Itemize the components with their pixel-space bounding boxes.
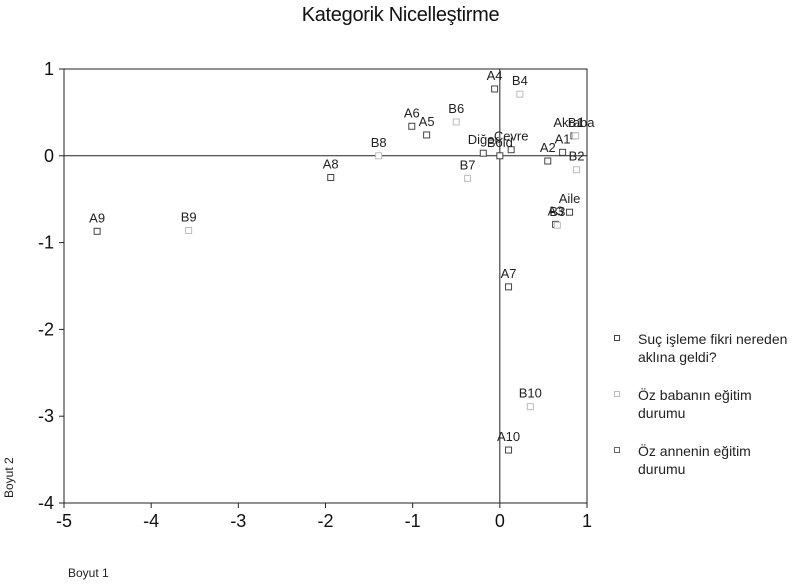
x-tick-label: -2 [317,511,333,531]
legend-label: Suç işleme fikri nereden aklına geldi? [638,331,788,365]
point-label: A9 [89,210,105,225]
data-point-a9 [93,227,101,235]
point-label: B9 [181,209,197,224]
legend-item-series-3: Öz annenin eğitim durumu [612,442,801,478]
x-tick-label: 1 [582,511,592,531]
data-point-a7 [505,283,513,291]
x-tick-label: -3 [230,511,246,531]
data-point-b7 [464,174,472,182]
data-point-a5 [423,131,431,139]
y-tick-label: -3 [38,406,54,426]
legend: Suç işleme fikri nereden aklına geldi? Ö… [612,330,801,498]
data-point-b9 [185,226,193,234]
point-label: A1 [555,131,571,146]
y-tick-label: -1 [38,233,54,253]
data-point-a6 [408,122,416,130]
x-tick-label: -4 [143,511,159,531]
point-label: A2 [540,140,556,155]
point-label: A10 [497,429,520,444]
data-point-b1 [572,132,580,140]
data-point-b6 [452,118,460,126]
y-tick-label: 1 [44,59,54,79]
legend-square-icon [614,447,620,453]
data-point-bold [496,152,504,160]
data-point-diğer [479,149,487,157]
point-label: B10 [519,386,542,401]
x-tick-label: 0 [495,511,505,531]
data-point-aile [566,208,574,216]
y-tick-label: -2 [38,319,54,339]
data-point-b2 [573,166,581,174]
point-label: A6 [404,105,420,120]
point-label: A7 [501,266,517,281]
legend-label: Öz annenin eğitim durumu [638,443,751,477]
data-point-b4 [516,90,524,98]
point-label: Aile [559,191,581,206]
point-label: B8 [371,135,387,150]
point-label: Akraba [553,115,595,130]
x-tick-label: -1 [405,511,421,531]
point-label: Çevre [494,129,529,144]
point-label: B2 [569,149,585,164]
legend-square-icon [614,335,620,341]
chart-title: Kategorik Nicelleştirme [301,4,500,26]
point-label: A3 [548,203,564,218]
point-label: B4 [512,73,528,88]
point-label: B3 [549,204,565,219]
data-point-b8 [375,152,383,160]
y-axis-ticks: -4 -3 -2 -1 0 1 [38,59,64,513]
point-label: A4 [487,68,503,83]
data-point-b3 [553,221,561,229]
data-point-a10 [505,446,513,454]
point-label: B7 [460,157,476,172]
point-label: A8 [323,157,339,172]
data-point-a2 [544,157,552,165]
point-label: Diğer [468,132,500,147]
x-axis-label: Boyut 1 [68,566,109,580]
data-point-çevre [507,146,515,154]
x-tick-label: -5 [56,511,72,531]
x-axis-ticks: -5 -4 -3 -2 -1 0 1 [56,503,592,531]
data-point-a1 [559,148,567,156]
point-label: Bold [487,135,513,150]
legend-item-series-1: Suç işleme fikri nereden aklına geldi? [612,330,801,366]
point-label: B6 [448,101,464,116]
y-tick-label: -4 [38,493,54,513]
legend-square-icon [614,391,620,397]
data-point-b10 [526,403,534,411]
data-points [93,85,581,454]
data-point-a4 [491,85,499,93]
y-tick-label: 0 [44,146,54,166]
legend-item-series-2: Öz babanın eğitim durumu [612,386,801,422]
point-label: A5 [419,114,435,129]
data-point-a8 [327,174,335,181]
y-axis-label: Boyut 2 [2,457,16,498]
point-label: B1 [568,115,584,130]
legend-label: Öz babanın eğitim durumu [638,387,752,421]
